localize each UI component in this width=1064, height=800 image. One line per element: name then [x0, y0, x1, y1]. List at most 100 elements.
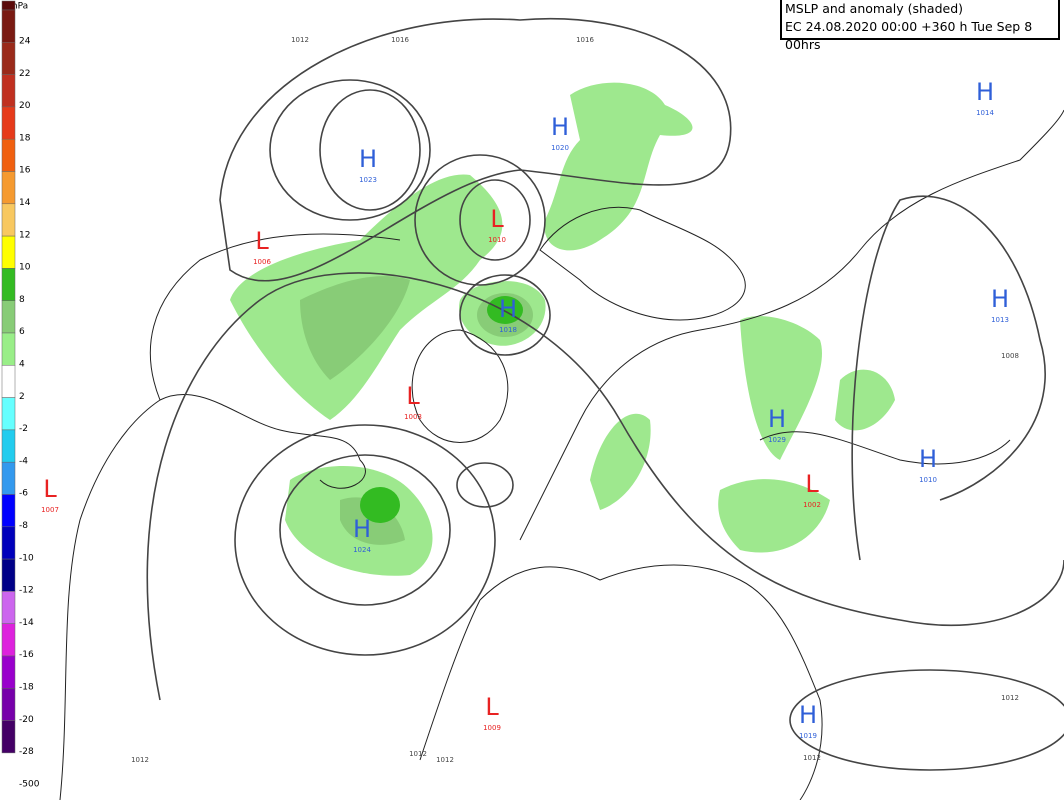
isobar [219, 18, 732, 282]
legend-swatch [1, 0, 16, 11]
legend-swatch [1, 655, 16, 689]
legend-swatch [1, 494, 16, 528]
shade [740, 316, 822, 460]
center-symbol: H [499, 295, 517, 323]
center-value: 1009 [483, 724, 501, 732]
center-symbol: H [768, 405, 786, 433]
legend-swatch [1, 429, 16, 463]
legend-label: -10 [19, 553, 34, 563]
legend-label: -20 [19, 715, 34, 725]
coast [419, 564, 823, 800]
legend-swatch [1, 74, 16, 108]
legend-swatch [1, 106, 16, 140]
legend-label: 8 [19, 295, 25, 305]
isobar [789, 669, 1064, 771]
legend-label: -2 [19, 424, 28, 434]
center-symbol: H [799, 701, 817, 729]
center-symbol: H [919, 445, 937, 473]
isobar-label: 1008 [1001, 352, 1019, 360]
legend-swatch [1, 138, 16, 172]
isobar-label: 1012 [409, 750, 427, 758]
isobars [146, 18, 1064, 771]
legend: hPa 24 22 20 18 16 14 12 10 8 6 4 2 -2 -4 -6 -8 -10 -12 -1… [1, 0, 40, 789]
legend-label: -500 [19, 779, 40, 789]
center-value: 1014 [976, 109, 994, 117]
legend-unit: hPa [12, 2, 28, 12]
isobar-label: 1012 [291, 36, 309, 44]
legend-swatch [1, 9, 16, 43]
center-value: 1023 [359, 176, 377, 184]
coastlines [59, 109, 1064, 800]
header-box: MSLP and anomaly (shaded) EC 24.08.2020 … [780, 0, 1060, 52]
isobar [456, 462, 514, 508]
isobar [414, 154, 546, 286]
center-symbol: L [255, 227, 269, 255]
isobar-label: 1016 [391, 36, 409, 44]
legend-label: -18 [19, 683, 34, 693]
legend-label: 6 [19, 327, 25, 337]
center-symbol: H [359, 145, 377, 173]
center-symbol: L [485, 693, 499, 721]
center-symbol: H [353, 515, 371, 543]
coast [519, 109, 1064, 541]
legend-swatch [1, 300, 16, 334]
shade [835, 369, 895, 431]
legend-swatch [1, 268, 16, 301]
center-value: 1007 [41, 506, 59, 514]
isobar [459, 274, 551, 356]
center-symbol: L [490, 205, 504, 233]
legend-label: 22 [19, 69, 30, 79]
center-value: 1020 [551, 144, 569, 152]
legend-label: -28 [19, 747, 34, 757]
legend-label: 10 [19, 263, 31, 273]
legend-label: 14 [19, 198, 31, 208]
center-value: 1010 [488, 236, 506, 244]
center-value: 1029 [768, 436, 786, 444]
isobar [851, 195, 1046, 561]
center-value: 1010 [919, 476, 937, 484]
isobar [146, 272, 1064, 701]
legend-swatch [1, 171, 16, 205]
center-value: 1019 [799, 732, 817, 740]
shade [590, 413, 651, 510]
legend-swatch [1, 235, 16, 269]
center-value: 1018 [499, 326, 517, 334]
legend-label: 18 [19, 133, 31, 143]
isobar-label: 1012 [436, 756, 454, 764]
coast [411, 329, 509, 443]
legend-swatch [1, 461, 16, 495]
pressure-centers: H 1023 H 1020 L 1006 L 1010 H 1018 L 1003 H 1024 L 1007… [41, 78, 1009, 740]
isobar-labels: 1012 1016 1016 1008 1012 1012 1012 1012 1012 [131, 36, 1019, 764]
isobar-label: 1012 [131, 756, 149, 764]
header-subtitle: EC 24.08.2020 00:00 +360 h Tue Sep 8 00h… [785, 19, 1033, 52]
center-symbol: L [805, 470, 819, 498]
center-value: 1006 [253, 258, 271, 266]
legend-label: -6 [19, 489, 28, 499]
center-symbol: L [43, 475, 57, 503]
legend-swatch [1, 688, 16, 721]
legend-swatch [1, 558, 16, 592]
legend-swatch [1, 591, 16, 624]
legend-swatch [1, 203, 16, 237]
legend-label: 4 [19, 360, 25, 370]
anomaly-shading-max [360, 296, 523, 523]
legend-swatch [1, 42, 16, 75]
isobar [319, 89, 421, 211]
center-symbol: H [991, 285, 1009, 313]
isobar [459, 179, 531, 261]
legend-label: -4 [19, 456, 28, 466]
legend-swatch [1, 397, 16, 431]
center-value: 1003 [404, 413, 422, 421]
shade [360, 487, 400, 523]
shade [718, 479, 830, 553]
coast [539, 206, 746, 321]
isobar-label: 1012 [803, 754, 821, 762]
legend-label: 16 [19, 166, 31, 176]
coast [759, 431, 1011, 465]
legend-swatch [1, 332, 16, 366]
isobar-label: 1012 [1001, 694, 1019, 702]
shade [544, 82, 693, 251]
shade [300, 276, 410, 380]
